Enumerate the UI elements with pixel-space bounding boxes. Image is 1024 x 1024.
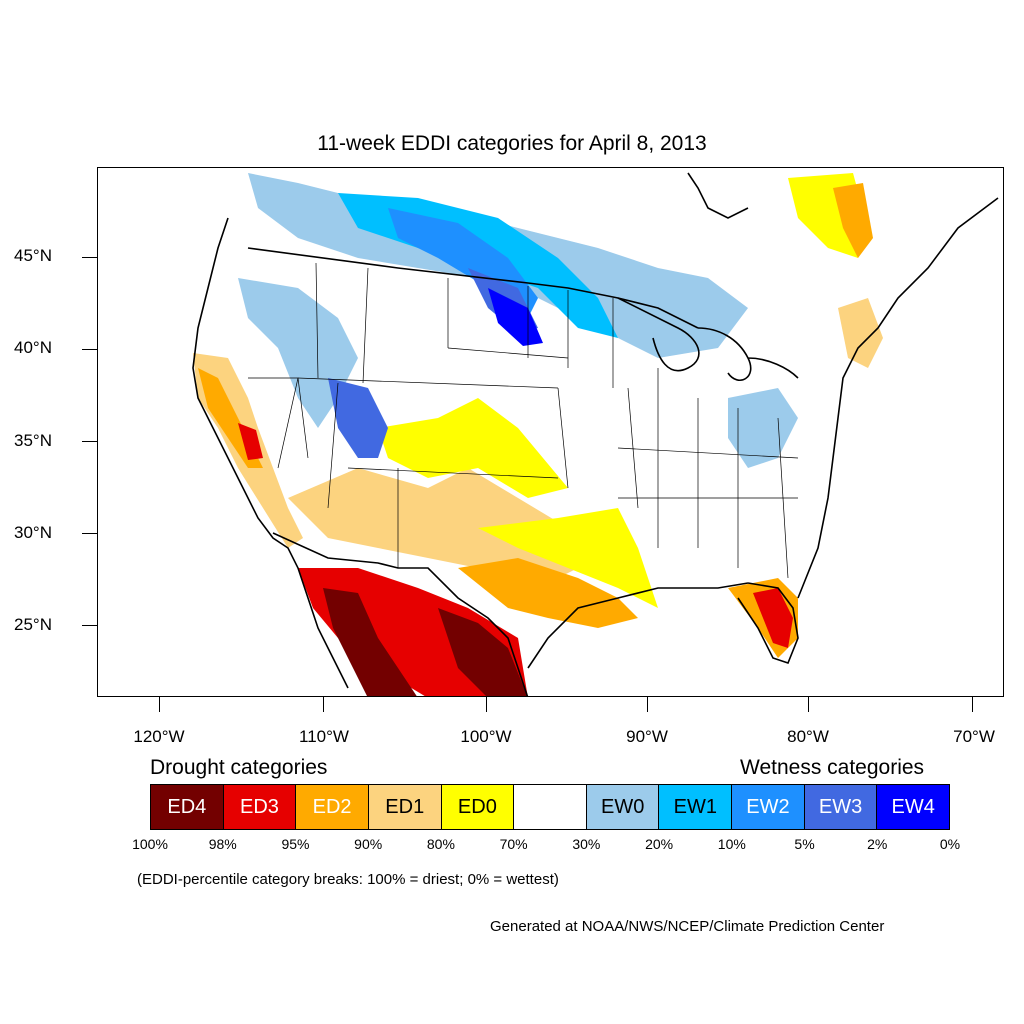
category-shading <box>193 173 883 696</box>
region-texas-ed2 <box>458 558 638 628</box>
legend-cell-ew2: EW2 <box>732 785 805 829</box>
state-borders <box>248 262 799 579</box>
credit-line: Generated at NOAA/NWS/NCEP/Climate Predi… <box>490 918 885 935</box>
legend-cell-ed1: ED1 <box>368 785 442 829</box>
region-mexico-ed4 <box>323 588 417 696</box>
percentile-label: 10% <box>717 836 746 852</box>
legend-cell-ew4: EW4 <box>877 785 950 829</box>
lon-label-120: 120°W <box>133 727 185 746</box>
eddi-map <box>192 172 999 696</box>
lon-tick <box>972 697 973 712</box>
lat-tick <box>82 441 97 442</box>
region-southwest-ed0 <box>378 398 568 498</box>
us-west-coast <box>192 217 349 689</box>
hudson-bay-coast <box>687 172 749 219</box>
great-lakes <box>617 297 799 381</box>
percentile-label: 95% <box>281 836 310 852</box>
lat-label-25: 25°N <box>14 615 52 634</box>
florida-coast <box>737 582 799 664</box>
region-greatbasin-ew2 <box>328 378 388 458</box>
percentile-label: 90% <box>354 836 383 852</box>
us-mexico-border <box>272 532 529 696</box>
region-texas-ed0 <box>478 508 658 608</box>
lon-label-80: 80°W <box>787 727 829 746</box>
legend-cell-normal <box>514 785 587 829</box>
region-northwest-ew1 <box>238 278 358 428</box>
region-newengland-ed1 <box>838 298 883 368</box>
lon-label-100: 100°W <box>460 727 512 746</box>
legend-colorbar: ED4 ED3 ED2 ED1 ED0 EW0 EW1 EW2 EW3 EW4 <box>150 784 950 830</box>
map-panel <box>97 167 1004 697</box>
percentile-label: 30% <box>572 836 601 852</box>
region-florida-ed3 <box>753 588 793 648</box>
percentile-label: 70% <box>499 836 528 852</box>
region-texas-ed4 <box>438 608 528 696</box>
wetness-categories-heading: Wetness categories <box>740 756 925 779</box>
map-title: 11-week EDDI categories for April 8, 201… <box>317 132 707 155</box>
us-canada-border <box>247 247 699 329</box>
lon-label-70: 70°W <box>953 727 995 746</box>
lon-tick <box>647 697 648 712</box>
region-quebec-ed2 <box>833 183 873 258</box>
legend-cell-ew0: EW0 <box>586 785 660 829</box>
lat-label-30: 30°N <box>14 523 52 542</box>
gulf-coast <box>527 582 749 669</box>
lon-label-110: 110°W <box>299 727 349 746</box>
legend-cell-ed0: ED0 <box>441 785 515 829</box>
east-coast <box>797 197 999 599</box>
region-california-ed3 <box>238 423 263 460</box>
lat-tick <box>82 349 97 350</box>
legend-cell-ew1: EW1 <box>659 785 733 829</box>
lat-label-40: 40°N <box>14 338 52 357</box>
category-breaks-note: (EDDI-percentile category breaks: 100% =… <box>137 871 559 888</box>
lon-tick <box>159 697 160 712</box>
percentile-label: 2% <box>867 836 888 852</box>
percentile-label: 100% <box>132 836 168 852</box>
percentile-label: 20% <box>645 836 674 852</box>
legend-cell-ew3: EW3 <box>804 785 878 829</box>
coastlines <box>192 172 999 696</box>
percentile-label: 0% <box>939 836 961 852</box>
legend-cell-ed4: ED4 <box>151 785 224 829</box>
lon-tick <box>486 697 487 712</box>
lat-label-45: 45°N <box>14 246 52 265</box>
region-southwest-ed1 <box>288 468 578 588</box>
region-ohio-ew0 <box>728 388 798 468</box>
percentile-label: 80% <box>426 836 455 852</box>
percentile-label: 98% <box>208 836 237 852</box>
lat-tick <box>82 257 97 258</box>
drought-categories-heading: Drought categories <box>150 756 328 779</box>
lat-label-35: 35°N <box>14 431 52 450</box>
legend-cell-ed3: ED3 <box>223 785 297 829</box>
legend-cell-ed2: ED2 <box>296 785 369 829</box>
lon-tick <box>323 697 324 712</box>
lon-tick <box>808 697 809 712</box>
lat-tick <box>82 625 97 626</box>
percentile-label: 5% <box>794 836 815 852</box>
region-north-ew4 <box>488 288 543 346</box>
lat-tick <box>82 533 97 534</box>
lon-label-90: 90°W <box>626 727 668 746</box>
